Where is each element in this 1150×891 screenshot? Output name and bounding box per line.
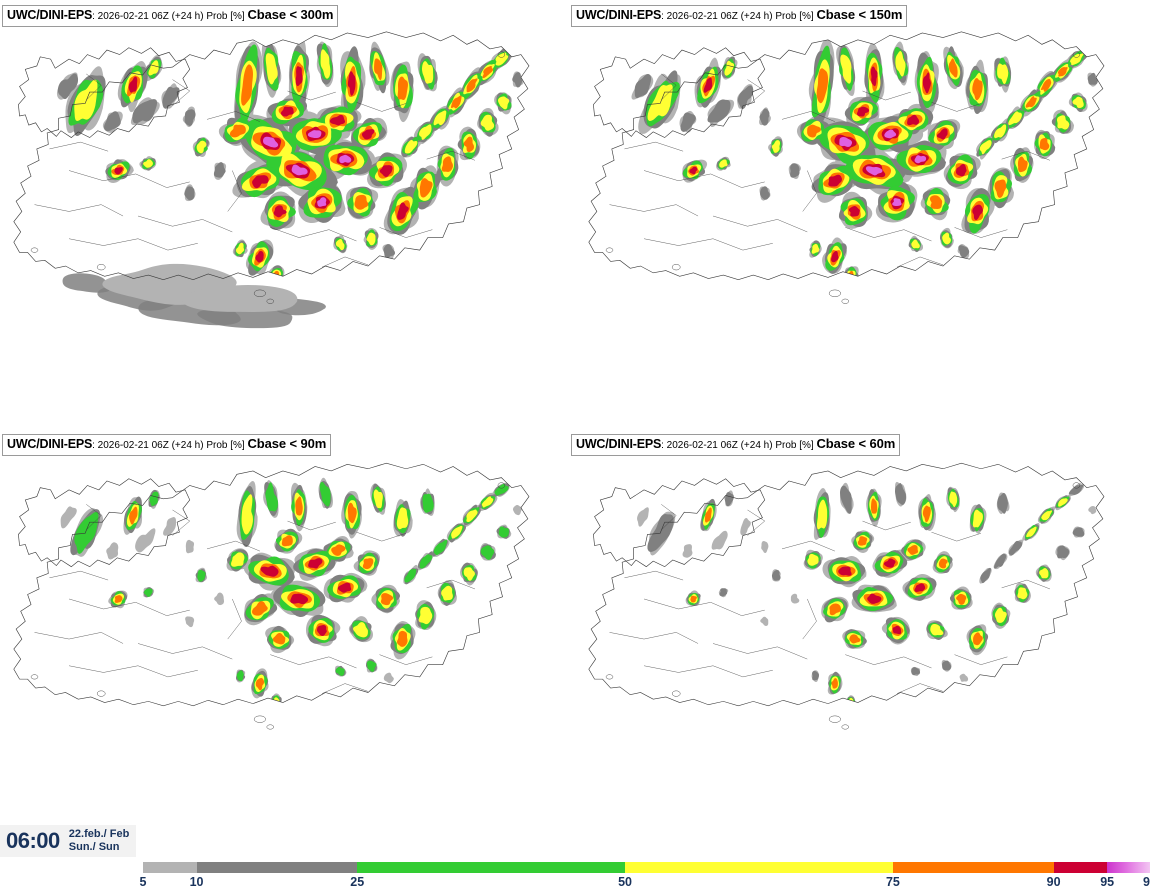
footer-legend: 06:00 22.feb./ Feb Sun./ Sun bbox=[0, 825, 1150, 891]
colorbar-tick-25: 25 bbox=[350, 875, 365, 889]
colorbar-tick-75: 75 bbox=[885, 875, 900, 889]
colorbar-tick-5: 5 bbox=[139, 875, 147, 889]
colorbar-tick-95: 95 bbox=[1100, 875, 1115, 889]
colorbar-tick-90: 90 bbox=[1046, 875, 1061, 889]
variable-label: Cbase < 60m bbox=[816, 436, 896, 451]
panel-title-cbase-150m: UWC/DINI-EPS: 2026-02-21 06Z (+24 h) Pro… bbox=[571, 5, 908, 27]
map-cbase-300m bbox=[0, 0, 575, 432]
run-label: : 2026-02-21 06Z (+24 h) Prob [%] bbox=[661, 440, 817, 451]
colorbar-band-orange bbox=[892, 862, 1054, 873]
colorbar-tick-99: 99 bbox=[1143, 875, 1150, 889]
panel-cbase-300m bbox=[0, 0, 575, 432]
colorbar-band-crimson bbox=[1053, 862, 1108, 873]
run-label: : 2026-02-21 06Z (+24 h) Prob [%] bbox=[661, 11, 817, 22]
model-label: UWC/DINI-EPS bbox=[7, 437, 93, 451]
prob-band-4 bbox=[690, 498, 983, 689]
probability-colorbar bbox=[143, 862, 1150, 873]
prob-band-5 bbox=[260, 558, 352, 636]
prob-band-6 bbox=[839, 129, 927, 206]
panel-title-cbase-300m: UWC/DINI-EPS: 2026-02-21 06Z (+24 h) Pro… bbox=[2, 5, 339, 27]
prob-band-6 bbox=[263, 130, 352, 207]
model-label: UWC/DINI-EPS bbox=[576, 8, 662, 22]
panel-cbase-60m bbox=[575, 432, 1150, 855]
run-label: : 2026-02-21 06Z (+24 h) Prob [%] bbox=[92, 11, 248, 22]
panel-title-cbase-90m: UWC/DINI-EPS: 2026-02-21 06Z (+24 h) Pro… bbox=[2, 434, 332, 456]
colorbar-bands bbox=[143, 862, 1150, 873]
model-label: UWC/DINI-EPS bbox=[576, 437, 662, 451]
panel-grid bbox=[0, 0, 1150, 855]
model-label: UWC/DINI-EPS bbox=[7, 8, 93, 22]
colorbar-band-light-gray bbox=[143, 862, 197, 873]
variable-label: Cbase < 300m bbox=[247, 7, 334, 22]
prob-band-5 bbox=[838, 558, 926, 635]
colorbar-band-green bbox=[357, 862, 626, 873]
prob-band-4 bbox=[114, 496, 408, 691]
variable-label: Cbase < 90m bbox=[247, 436, 327, 451]
colorbar-band-dark-gray bbox=[196, 862, 358, 873]
valid-time-clock: 06:00 bbox=[6, 828, 60, 853]
map-cbase-150m bbox=[575, 0, 1150, 432]
valid-date: 22.feb./ Feb Sun./ Sun bbox=[69, 828, 130, 854]
panel-cbase-90m bbox=[0, 432, 575, 855]
colorbar-tick-10: 10 bbox=[189, 875, 204, 889]
panel-title-cbase-60m: UWC/DINI-EPS: 2026-02-21 06Z (+24 h) Pro… bbox=[571, 434, 901, 456]
valid-date-line2: Sun./ Sun bbox=[68, 841, 120, 853]
map-cbase-90m bbox=[0, 432, 575, 855]
map-cbase-60m bbox=[575, 432, 1150, 855]
colorbar-band-yellow bbox=[625, 862, 893, 873]
colorbar-tick-50: 50 bbox=[618, 875, 633, 889]
valid-time-box: 06:00 22.feb./ Feb Sun./ Sun bbox=[0, 825, 137, 857]
variable-label: Cbase < 150m bbox=[816, 7, 903, 22]
valid-date-line1: 22.feb./ Feb bbox=[68, 828, 130, 841]
colorbar-tick-labels: 5 10 25 50 75 90 95 99 bbox=[0, 855, 1150, 891]
colorbar-band-magenta-fade bbox=[1107, 862, 1150, 873]
panel-cbase-150m bbox=[575, 0, 1150, 432]
run-label: : 2026-02-21 06Z (+24 h) Prob [%] bbox=[92, 440, 248, 451]
